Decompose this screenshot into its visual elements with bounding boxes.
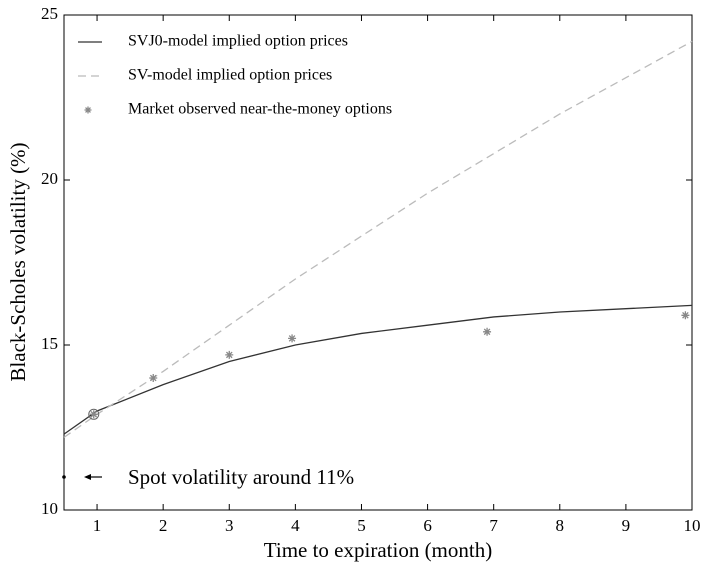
x-tick-label: 10 bbox=[684, 516, 701, 535]
legend-marker bbox=[84, 106, 92, 114]
x-tick-label: 6 bbox=[423, 516, 432, 535]
series-line bbox=[63, 304, 693, 435]
y-axis-label: Black-Scholes volatility (%) bbox=[6, 142, 30, 381]
y-tick-label: 10 bbox=[41, 499, 58, 518]
x-tick-label: 3 bbox=[225, 516, 234, 535]
spot-point bbox=[62, 475, 66, 479]
y-tick-label: 25 bbox=[41, 4, 58, 23]
market-point bbox=[483, 327, 492, 336]
x-tick-label: 5 bbox=[357, 516, 366, 535]
legend-label: SVJ0-model implied option prices bbox=[128, 33, 348, 50]
x-tick-label: 2 bbox=[159, 516, 168, 535]
legend-label: SV-model implied option prices bbox=[128, 67, 332, 84]
market-point bbox=[89, 410, 98, 419]
y-tick-label: 20 bbox=[41, 169, 58, 188]
market-point bbox=[681, 311, 690, 320]
x-tick-label: 7 bbox=[489, 516, 498, 535]
market-point bbox=[288, 334, 297, 343]
x-axis-label: Time to expiration (month) bbox=[264, 538, 492, 562]
legend-label: Market observed near-the-money options bbox=[128, 101, 392, 118]
x-tick-label: 8 bbox=[556, 516, 565, 535]
x-tick-label: 1 bbox=[93, 516, 102, 535]
plot-frame bbox=[63, 14, 693, 511]
x-tick-label: 9 bbox=[622, 516, 631, 535]
annotation-text: Spot volatility around 11% bbox=[128, 465, 354, 489]
series-line bbox=[63, 40, 693, 438]
arrow-head bbox=[84, 474, 91, 480]
market-point bbox=[225, 350, 234, 359]
x-tick-label: 4 bbox=[291, 516, 300, 535]
highlight-circle bbox=[88, 408, 100, 420]
y-tick-label: 15 bbox=[41, 334, 58, 353]
market-point bbox=[149, 374, 158, 382]
